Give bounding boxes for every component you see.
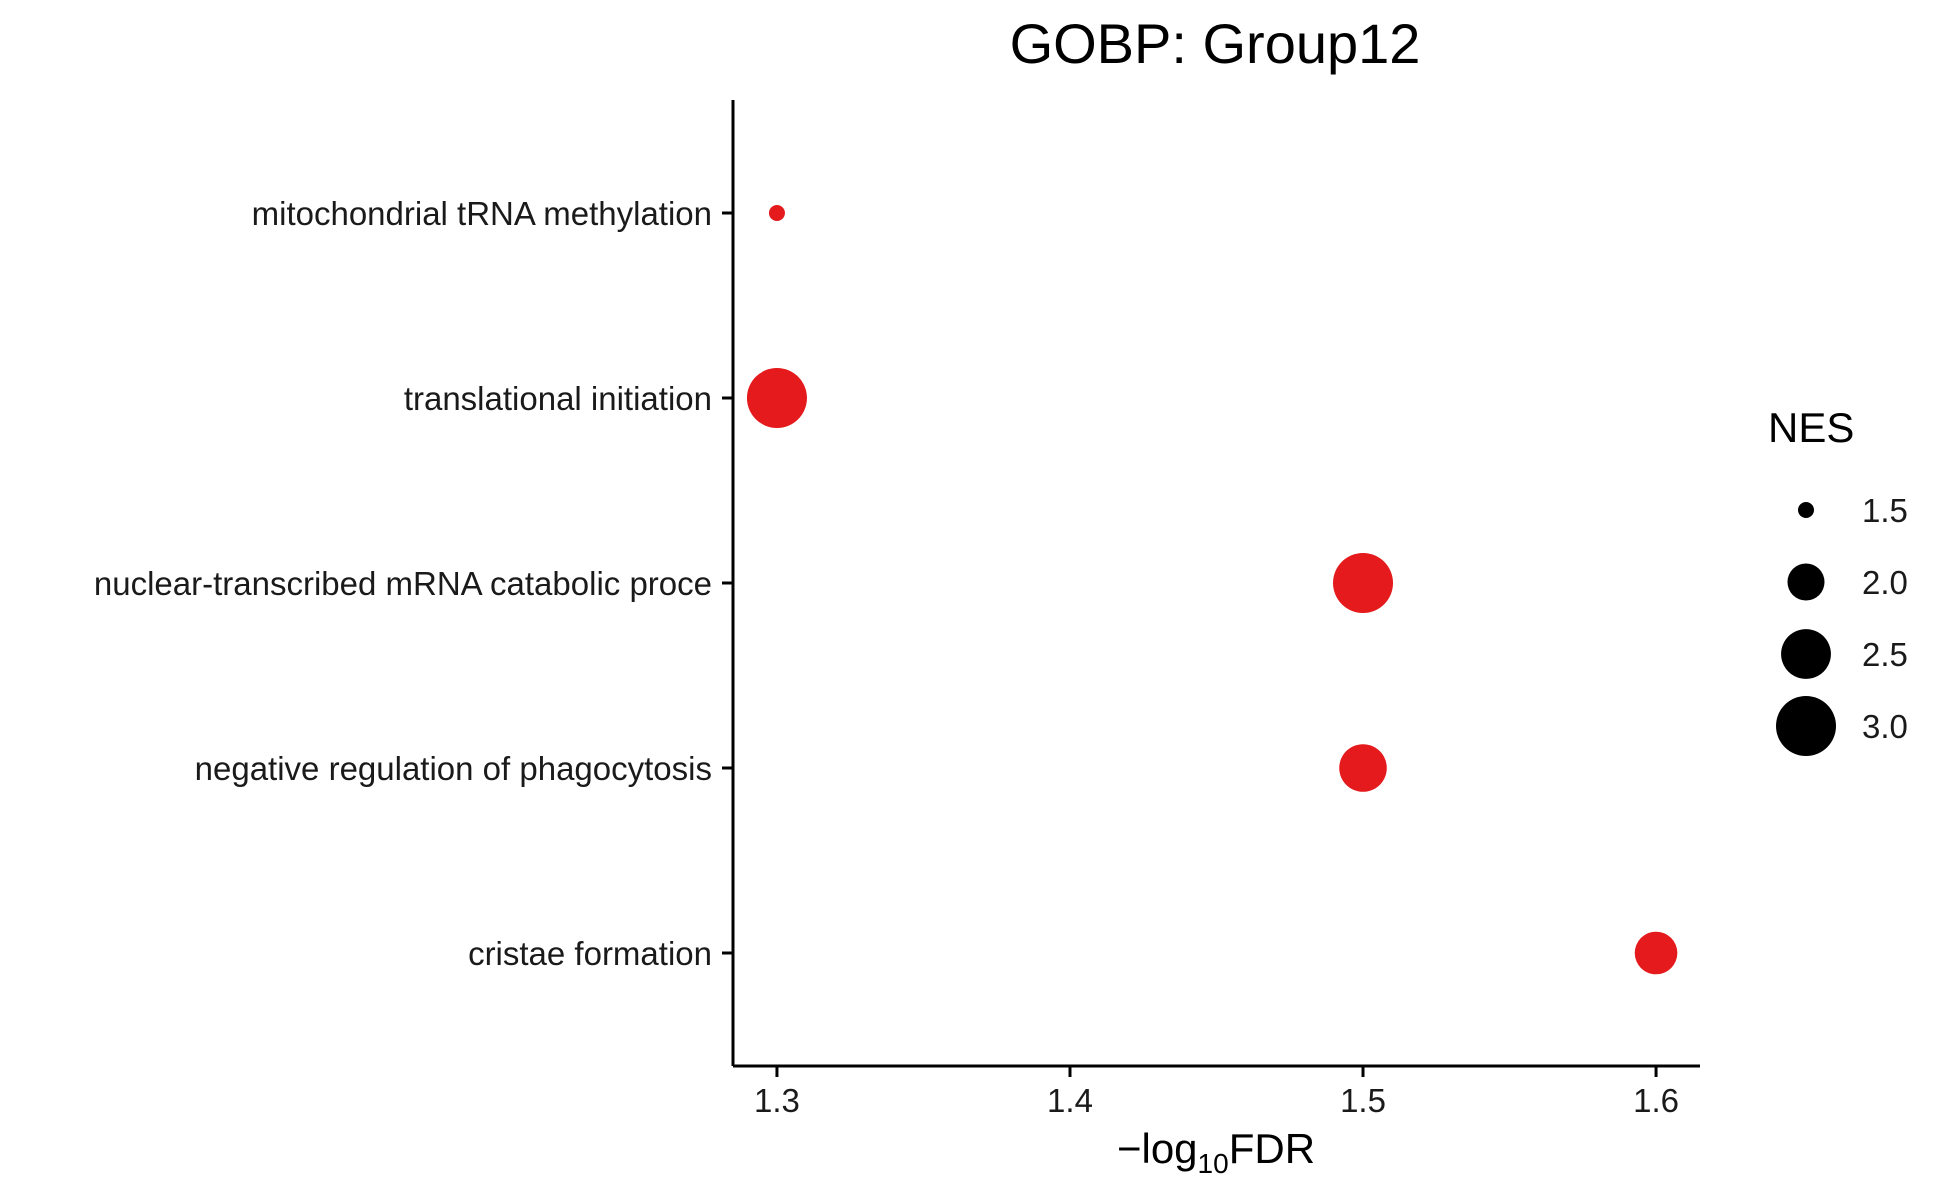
x-axis-title-prefix: −log	[1117, 1125, 1198, 1172]
x-tick-label: 1.5	[1340, 1082, 1386, 1119]
legend-key	[1787, 563, 1825, 601]
data-point	[768, 205, 785, 221]
x-axis-title-subscript: 10	[1198, 1148, 1229, 1179]
legend-label: 2.5	[1862, 636, 1908, 673]
data-point	[1634, 931, 1678, 975]
y-tick-label: mitochondrial tRNA methylation	[252, 195, 712, 232]
x-axis-title-suffix: FDR	[1229, 1125, 1315, 1172]
y-tick-label: translational initiation	[404, 380, 712, 417]
x-axis: 1.3 1.4 1.5 1.6	[754, 1066, 1679, 1119]
y-tick-label: cristae formation	[468, 935, 712, 972]
x-axis-title: −log10FDR	[1117, 1125, 1315, 1179]
legend-key	[1798, 502, 1814, 518]
legend-label: 3.0	[1862, 708, 1908, 745]
legend-label: 2.0	[1862, 564, 1908, 601]
y-axis: mitochondrial tRNA methylation translatio…	[94, 195, 733, 972]
legend-key	[1781, 629, 1831, 679]
y-tick-label: nuclear-transcribed mRNA catabolic proce	[94, 565, 712, 602]
legend-title: NES	[1768, 404, 1854, 451]
plot-area: mitochondrial tRNA methylation translatio…	[94, 100, 1700, 1119]
y-tick-label: negative regulation of phagocytosis	[195, 750, 712, 787]
x-tick-label: 1.4	[1047, 1082, 1093, 1119]
legend-key	[1776, 696, 1836, 756]
size-legend: NES 1.5 2.0 2.5 3.0	[1768, 404, 1908, 756]
data-point	[746, 368, 807, 428]
data-point	[1333, 553, 1394, 613]
chart-title: GOBP: Group12	[1010, 12, 1421, 75]
legend-label: 1.5	[1862, 492, 1908, 529]
data-point	[1339, 744, 1387, 792]
points-layer	[746, 205, 1678, 975]
x-tick-label: 1.3	[754, 1082, 800, 1119]
legend-items: 1.5 2.0 2.5 3.0	[1776, 492, 1908, 756]
x-tick-label: 1.6	[1633, 1082, 1679, 1119]
